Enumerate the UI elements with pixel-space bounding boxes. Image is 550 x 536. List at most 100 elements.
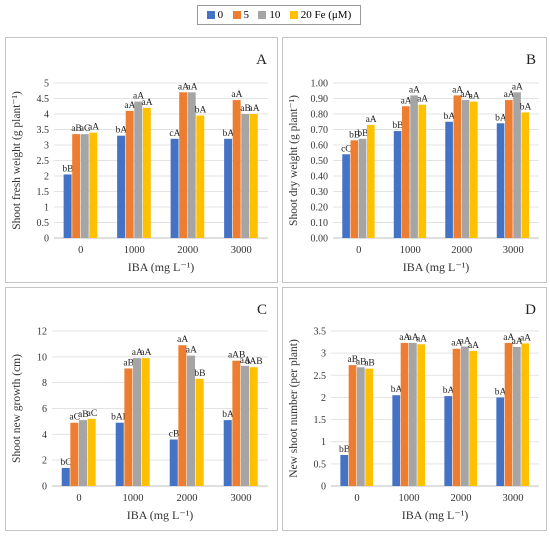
bar (124, 368, 133, 486)
bar (453, 95, 462, 239)
y-tick-label: 0.00 (311, 234, 329, 245)
bar (505, 100, 513, 238)
bar (342, 154, 350, 238)
bar (417, 344, 426, 486)
x-tick-label: 3000 (503, 493, 524, 504)
x-tick-label: 2000 (177, 245, 198, 256)
legend-item-5: 5 (232, 9, 250, 21)
bar-data-label: aA (88, 123, 99, 133)
bar (461, 100, 470, 238)
bar (357, 367, 365, 486)
chart-d-svg: D00.511.522.533.5bBaBaBaB0bAaAaAaA1000bA… (288, 302, 539, 522)
y-tick-label: 6 (42, 404, 47, 415)
y-tick-label: 0.5 (314, 459, 327, 470)
bar (348, 365, 357, 486)
y-tick-label: 0 (321, 482, 326, 493)
bar (141, 358, 150, 486)
x-axis-title: IBA (mg L⁻¹) (403, 260, 470, 274)
bar (223, 420, 232, 486)
bar (461, 346, 469, 486)
bar-data-label: aA (399, 333, 410, 343)
bar (469, 350, 478, 486)
x-tick-label: 3000 (503, 245, 524, 256)
y-tick-label: 4.5 (37, 94, 50, 105)
x-axis-title: IBA (mg L⁻¹) (402, 508, 469, 522)
bar (179, 92, 188, 238)
bar-data-label: aA (460, 337, 471, 347)
bar (89, 132, 98, 238)
bar-data-label: bB (357, 129, 368, 139)
y-tick-label: 0.10 (311, 218, 329, 229)
y-tick-label: 5 (44, 79, 49, 90)
bar (241, 365, 250, 486)
bar-data-label: aA (186, 82, 197, 92)
chart-panel-c: C 0 2 4 6 8 10 12 bC aC aB aC 0 bAB aB aA aA 1000 cB aA aA bB… (5, 287, 278, 531)
bar-data-label: bA (222, 410, 234, 420)
legend-swatch-20 (289, 11, 298, 19)
bar-data-label: cC (341, 144, 352, 154)
bar (521, 343, 530, 486)
legend-label-5: 5 (243, 9, 250, 21)
bar (393, 131, 402, 238)
legend-label-10: 10 (269, 9, 281, 21)
y-tick-label: 10 (37, 352, 47, 363)
legend-label-0: 0 (217, 9, 224, 21)
bar-data-label: aC (69, 413, 80, 423)
legend-swatch-10 (258, 11, 267, 19)
bar-data-label: aA (186, 346, 197, 356)
y-tick-label: 0.5 (37, 218, 50, 229)
x-axis-title: IBA (mg L⁻¹) (128, 260, 195, 274)
bar-data-label: aB (356, 357, 367, 367)
bar-data-label: aA (503, 333, 514, 343)
bar (125, 110, 134, 238)
bar (72, 134, 81, 238)
legend-item-20: 20 Fe (μM) (289, 9, 352, 21)
bar-data-label: bB (339, 445, 350, 455)
y-tick-label: 4 (42, 430, 47, 441)
y-tick-label: 0.70 (311, 125, 329, 136)
bar (61, 467, 70, 486)
bar (400, 342, 409, 486)
bar (115, 422, 124, 486)
bar (79, 420, 88, 486)
y-tick-label: 2 (42, 456, 47, 467)
bar (196, 115, 205, 238)
x-tick-label: 2000 (177, 493, 198, 504)
bar-data-label: aA (504, 90, 515, 100)
bar-data-label: aA (231, 90, 242, 100)
bar (187, 92, 196, 238)
y-tick-label: 0.60 (311, 141, 329, 152)
chart-a-svg: A00.511.522.533.544.55bBaBaCaA0bAaAaAaA1… (11, 52, 268, 274)
bar-data-label: aA (177, 335, 188, 345)
bar (365, 368, 374, 486)
y-axis-title: Shoot new growth (cm) (11, 354, 23, 463)
bar-data-label: bA (495, 113, 507, 123)
bar-data-label: aA (240, 356, 251, 366)
bar (133, 358, 142, 486)
bar-data-label: bA (391, 385, 403, 395)
bar (63, 174, 72, 238)
bar-data-label: cB (169, 430, 180, 440)
bar (410, 95, 418, 239)
y-tick-label: 2.5 (314, 371, 327, 382)
bar-data-label: bA (116, 126, 128, 136)
bar-data-label: aA (452, 85, 463, 95)
bar-data-label: aB (348, 355, 359, 365)
bar-data-label: aA (520, 333, 531, 343)
x-tick-label: 2000 (451, 493, 472, 504)
bar (504, 342, 513, 486)
bar (513, 346, 521, 486)
panel-letter: B (526, 52, 536, 68)
bar (195, 378, 204, 486)
bar-data-label: aA (133, 92, 144, 102)
bar-data-label: bA (443, 386, 455, 396)
bar (366, 124, 375, 238)
panel-letter: A (256, 52, 267, 68)
bar (178, 345, 187, 486)
bar (187, 355, 196, 486)
bar (402, 106, 410, 238)
y-tick-label: 0.80 (311, 110, 329, 121)
panel-letter: C (257, 302, 267, 318)
legend-label-20: 20 Fe (μM) (300, 9, 352, 21)
bar-data-label: bA (520, 102, 532, 112)
